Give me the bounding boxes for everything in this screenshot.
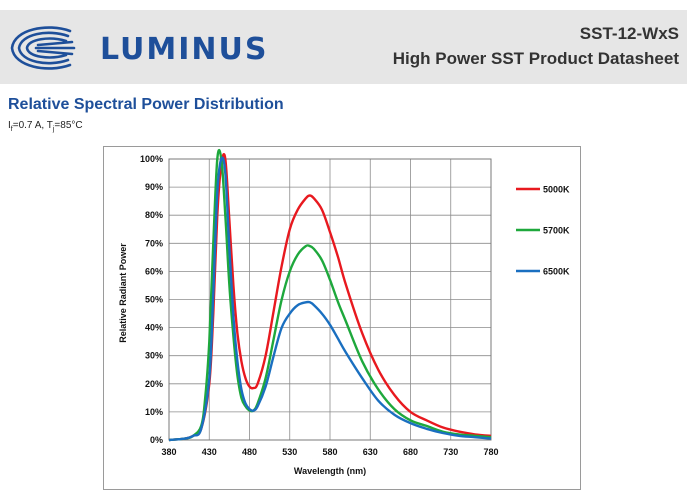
series-line-6500k: [168, 156, 492, 442]
legend-label-5000k: 5000K: [543, 185, 570, 195]
y-tick-label: 20%: [145, 379, 163, 389]
plot-area-border: [168, 158, 492, 441]
y-tick-label: 0%: [150, 435, 163, 445]
x-tick-label: 430: [202, 447, 217, 457]
series-lines: [168, 148, 492, 442]
x-tick-label: 480: [242, 447, 257, 457]
product-code: SST-12-WxS: [579, 24, 679, 43]
y-tick-label: 100%: [140, 154, 163, 164]
legend-label-5700k: 5700K: [543, 226, 570, 236]
y-tick-labels: 0% 10% 20% 30% 40% 50% 60% 70% 80% 90% 100%: [140, 154, 163, 445]
cond-tj-sub: j: [52, 126, 55, 133]
section-title: Relative Spectral Power Distribution: [8, 96, 284, 113]
chart-legend: 5000K 5700K 6500K: [516, 185, 570, 277]
cond-tj-value: =85°C: [54, 120, 83, 131]
test-conditions: If=0.7 A, Tj=85°C: [8, 120, 83, 133]
y-axis-label: Relative Radiant Power: [118, 243, 128, 343]
spectral-chart-frame: 0% 10% 20% 30% 40% 50% 60% 70% 80% 90% 100% 380 430…: [103, 146, 581, 490]
y-tick-label: 30%: [145, 351, 163, 361]
y-tick-label: 60%: [145, 266, 163, 276]
spectral-power-chart: 0% 10% 20% 30% 40% 50% 60% 70% 80% 90% 100% 380 430…: [118, 148, 570, 476]
y-tick-label: 40%: [145, 323, 163, 333]
x-tick-label: 730: [443, 447, 458, 457]
y-tick-label: 80%: [145, 210, 163, 220]
y-tick-label: 50%: [145, 295, 163, 305]
datasheet-header: LUMINUS SST-12-WxS High Power SST Produc…: [0, 10, 687, 84]
x-tick-label: 680: [403, 447, 418, 457]
luminus-logo-icon: [10, 26, 76, 70]
cond-if-value: =0.7 A, T: [12, 120, 53, 131]
x-tick-labels: 380 430 480 530 580 630 680 730 780: [161, 447, 498, 457]
y-tick-label: 90%: [145, 182, 163, 192]
brand-name: LUMINUS: [100, 32, 269, 67]
x-tick-label: 530: [282, 447, 297, 457]
legend-label-6500k: 6500K: [543, 267, 570, 277]
series-line-5700k: [168, 148, 492, 442]
y-tick-label: 70%: [145, 238, 163, 248]
x-tick-label: 380: [161, 447, 176, 457]
y-tick-label: 10%: [145, 407, 163, 417]
x-tick-label: 580: [322, 447, 337, 457]
x-tick-label: 780: [483, 447, 498, 457]
document-title: High Power SST Product Datasheet: [392, 49, 679, 68]
x-tick-label: 630: [363, 447, 378, 457]
x-axis-label: Wavelength (nm): [294, 466, 366, 476]
cond-if-prefix: I: [8, 120, 11, 131]
cond-if-sub: f: [10, 126, 13, 133]
